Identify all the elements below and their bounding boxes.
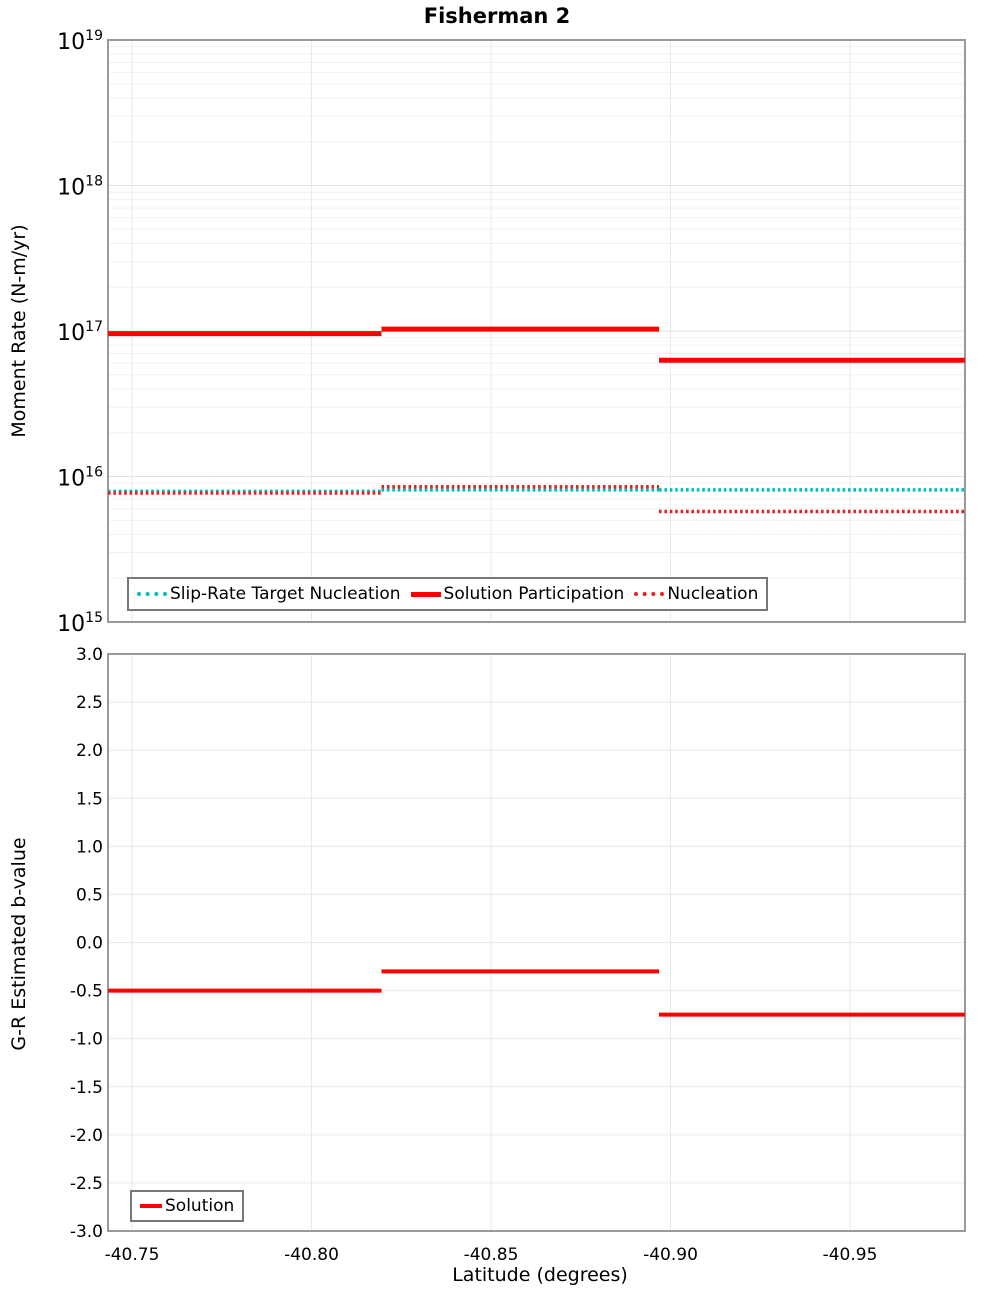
- legend-entry-nucleation: Nucleation: [634, 584, 758, 604]
- legend-entry-solution-participation: Solution Participation: [410, 584, 625, 604]
- y-tick-label-bottom: -0.5: [70, 982, 103, 1002]
- y-tick-label-top: 1015: [57, 610, 103, 637]
- legend-bottom: Solution: [130, 1190, 245, 1222]
- x-tick-label: -40.85: [464, 1245, 519, 1265]
- y-tick-label-bottom: 1.5: [76, 789, 103, 809]
- y-tick-label-bottom: 2.5: [76, 693, 103, 713]
- x-tick-label: -40.80: [284, 1245, 339, 1265]
- legend-label-nucleation: Nucleation: [667, 584, 759, 604]
- y-tick-label-bottom: 2.0: [76, 741, 103, 761]
- y-tick-label-bottom: 0.5: [76, 885, 103, 905]
- y-tick-label-bottom: -1.0: [70, 1030, 103, 1050]
- red-dotted-line-icon: [634, 592, 665, 596]
- y-tick-label-bottom: -2.5: [70, 1174, 103, 1194]
- legend-top: Slip-Rate Target Nucleation Solution Par…: [127, 577, 769, 611]
- plot-border-bottom-panel: [107, 653, 966, 1232]
- legend-entry-slip-rate-target-nucleation: Slip-Rate Target Nucleation: [137, 584, 401, 604]
- y-tick-label-top: 1018: [57, 174, 103, 201]
- y-tick-label-bottom: -1.5: [70, 1078, 103, 1098]
- cyan-dotted-line-icon: [137, 592, 167, 596]
- legend-label-solution-participation: Solution Participation: [443, 584, 625, 604]
- y-axis-label-bottom: G-R Estimated b-value: [8, 837, 30, 1051]
- red-solid-line-icon: [410, 591, 441, 597]
- x-tick-label: -40.95: [823, 1245, 878, 1265]
- red-solid-line-icon: [140, 1204, 162, 1208]
- y-tick-label-bottom: 3.0: [76, 645, 103, 665]
- y-tick-label-top: 1017: [57, 319, 103, 346]
- x-axis-label: Latitude (degrees): [452, 1264, 628, 1286]
- y-tick-label-bottom: -2.0: [70, 1126, 103, 1146]
- chart-title: Fisherman 2: [423, 4, 571, 28]
- y-tick-label-bottom: -3.0: [70, 1222, 103, 1242]
- y-tick-label-bottom: 1.0: [76, 837, 103, 857]
- legend-entry-solution: Solution: [140, 1196, 234, 1216]
- legend-label-slip-rate-target-nucleation: Slip-Rate Target Nucleation: [170, 584, 401, 604]
- x-tick-label: -40.75: [105, 1245, 160, 1265]
- y-tick-label-bottom: 0.0: [76, 934, 103, 954]
- y-axis-label-top: Moment Rate (N-m/yr): [8, 224, 30, 438]
- y-tick-label-top: 1016: [57, 465, 103, 492]
- y-tick-label-top: 1019: [57, 28, 103, 55]
- legend-label-solution: Solution: [165, 1196, 235, 1216]
- plot-border-top-panel: [107, 39, 966, 623]
- x-tick-label: -40.90: [643, 1245, 698, 1265]
